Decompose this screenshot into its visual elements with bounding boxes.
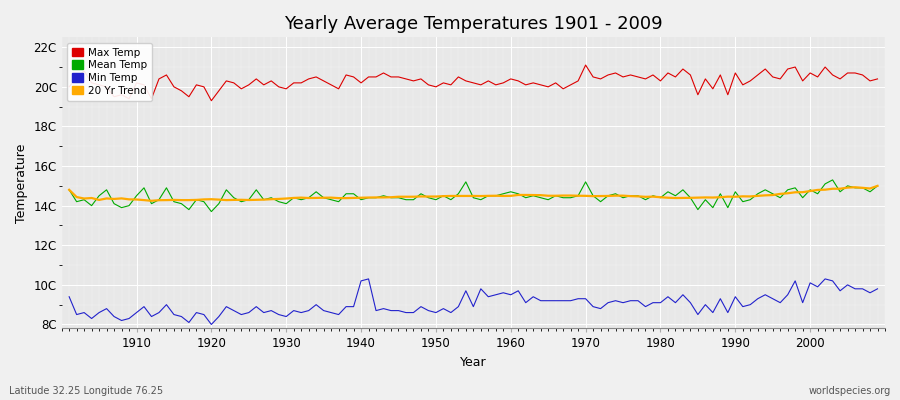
Y-axis label: Temperature: Temperature — [15, 143, 28, 222]
Title: Yearly Average Temperatures 1901 - 2009: Yearly Average Temperatures 1901 - 2009 — [284, 15, 662, 33]
Legend: Max Temp, Mean Temp, Min Temp, 20 Yr Trend: Max Temp, Mean Temp, Min Temp, 20 Yr Tre… — [67, 42, 152, 101]
Text: worldspecies.org: worldspecies.org — [809, 386, 891, 396]
Text: Latitude 32.25 Longitude 76.25: Latitude 32.25 Longitude 76.25 — [9, 386, 163, 396]
X-axis label: Year: Year — [460, 356, 487, 369]
